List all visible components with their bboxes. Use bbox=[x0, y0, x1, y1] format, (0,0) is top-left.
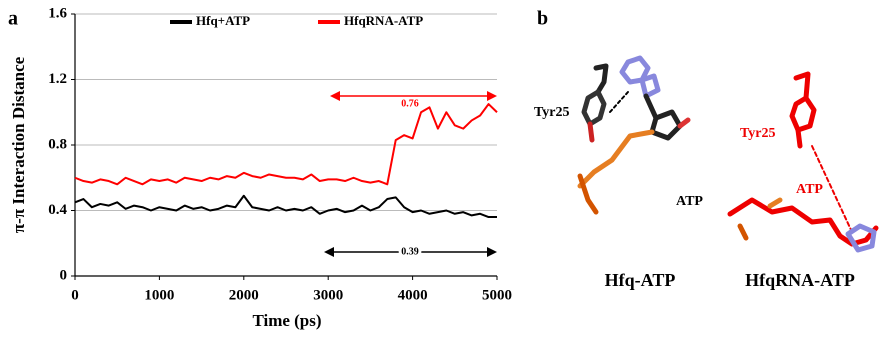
y-tick-label: 0 bbox=[60, 267, 68, 283]
molecule-left bbox=[580, 58, 688, 212]
legend-label: Hfq+ATP bbox=[196, 13, 250, 28]
y-axis-label: π-π Interaction Distance bbox=[9, 56, 28, 233]
figure: a b Time (ps) π-π Interaction Distance 0… bbox=[0, 0, 883, 332]
x-tick-label: 0 bbox=[71, 287, 79, 303]
series-line bbox=[75, 104, 497, 184]
x-tick-label: 2000 bbox=[229, 287, 259, 303]
page: {"panel_labels": ["a", "b"], "chart_data… bbox=[0, 0, 883, 332]
y-tick-label: 1.6 bbox=[48, 5, 67, 21]
caption: Hfq-ATP bbox=[605, 270, 676, 290]
annotation: 0.39 bbox=[401, 246, 419, 257]
legend-label: HfqRNA-ATP bbox=[344, 13, 423, 28]
panel-label: a bbox=[8, 8, 18, 30]
molecule-right bbox=[730, 74, 876, 250]
series-line bbox=[75, 196, 497, 217]
ligand-label: ATP bbox=[796, 182, 823, 197]
panel-label: b bbox=[537, 8, 548, 30]
x-tick-label: 4000 bbox=[398, 287, 428, 303]
x-tick-label: 5000 bbox=[482, 287, 512, 303]
plot: 0 0.4 0.8 1.2 1.6 0 1000 2000 3000 4000 5000 Hfq+AT… bbox=[48, 5, 512, 303]
y-tick-label: 0.8 bbox=[48, 136, 67, 152]
x-tick-label: 3000 bbox=[313, 287, 343, 303]
y-tick-label: 1.2 bbox=[48, 71, 67, 87]
y-tick-label: 0.4 bbox=[48, 202, 67, 218]
caption: HfqRNA-ATP bbox=[745, 270, 855, 290]
residue-label: Tyr25 bbox=[534, 105, 570, 120]
annotation: 0.76 bbox=[401, 98, 419, 109]
x-tick-label: 1000 bbox=[144, 287, 174, 303]
ligand-label: ATP bbox=[676, 194, 703, 209]
residue-label: Tyr25 bbox=[740, 126, 776, 141]
x-axis-label: Time (ps) bbox=[252, 311, 321, 330]
